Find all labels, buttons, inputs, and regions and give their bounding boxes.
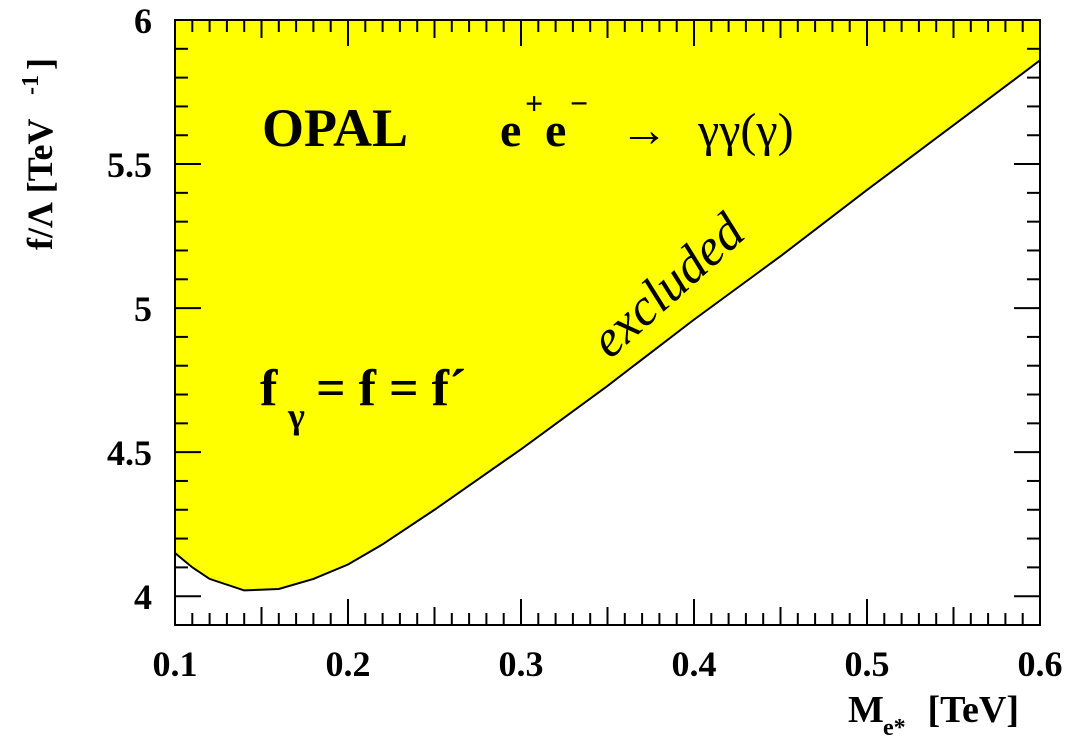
reaction-initial-2: e (545, 104, 566, 157)
y-axis-title-main: f/Λ [TeV (20, 119, 60, 250)
coupling-rest: = f = f´ (303, 360, 466, 417)
y-axis-title: f/Λ [TeV -1 ] (18, 58, 60, 250)
x-tick-label: 0.5 (845, 644, 890, 684)
x-axis-title-main: M (848, 689, 884, 731)
experiment-title: OPAL (262, 98, 408, 158)
exclusion-boundary-line (174, 59, 1041, 592)
x-axis-title-unit: [TeV] (918, 689, 1019, 731)
reaction-final: γγ(γ) (697, 104, 794, 157)
plot-area (174, 20, 1041, 592)
reaction-plus-sup: + (525, 85, 543, 121)
x-tick-label: 0.4 (672, 644, 717, 684)
y-axis-title-close: ] (20, 58, 60, 70)
axes: 0.1 0.2 0.3 0.4 0.5 0.6 4 4.5 5 5.5 6 (107, 1, 1063, 684)
x-tick-label: 0.3 (499, 644, 544, 684)
reaction-minus-sup: − (570, 85, 588, 121)
y-tick-label: 6 (134, 1, 152, 41)
x-tick-label: 0.6 (1018, 644, 1063, 684)
reaction-arrow: → (620, 104, 668, 157)
x-axis-title-sub: e* (883, 715, 906, 741)
y-tick-label: 4 (134, 577, 152, 617)
x-tick-label: 0.2 (326, 644, 371, 684)
y-axis-title-sup: -1 (18, 75, 44, 95)
y-tick-label: 4.5 (107, 433, 152, 473)
reaction-initial-1: e (500, 104, 521, 157)
y-tick-label: 5 (134, 289, 152, 329)
x-tick-label: 0.1 (153, 644, 198, 684)
coupling-gamma-sub: γ (287, 396, 305, 436)
excluded-region (175, 20, 1040, 591)
y-tick-label: 5.5 (107, 145, 152, 185)
coupling-f: f (260, 360, 278, 417)
